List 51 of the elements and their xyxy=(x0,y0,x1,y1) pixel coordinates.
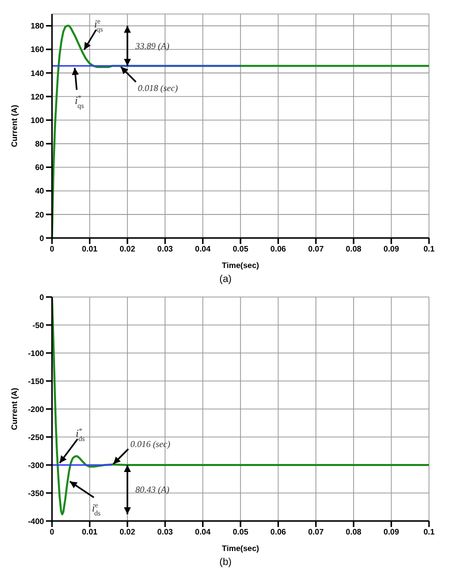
x-tick-label: 0.1 xyxy=(423,528,436,537)
x-tick-label: 0 xyxy=(50,244,55,254)
y-tick-label: 120 xyxy=(30,92,45,102)
y-tick-label: 0 xyxy=(40,292,45,302)
x-tick-label: 0.02 xyxy=(120,528,136,537)
y-tick-label: -350 xyxy=(28,488,45,498)
y-tick-label: 60 xyxy=(35,163,45,172)
y-tick-label: -250 xyxy=(28,432,45,442)
y-tick-label: -200 xyxy=(28,404,45,414)
x-tick-label: 0.01 xyxy=(82,244,98,254)
annotation: 0.016 (sec) xyxy=(130,439,170,449)
x-tick-label: 0.09 xyxy=(384,244,400,254)
x-tick-label: 0.07 xyxy=(308,528,324,537)
y-tick-label: 40 xyxy=(35,186,45,196)
x-tick-label: 0.05 xyxy=(232,244,249,254)
y-tick-label: 0 xyxy=(40,234,45,243)
x-tick-label: 0.01 xyxy=(82,528,98,537)
y-axis-title: Current (A) xyxy=(10,104,19,148)
y-tick-label: 20 xyxy=(35,210,45,220)
annotation: 33.89 (A) xyxy=(134,40,170,51)
annotation: 0.018 (sec) xyxy=(138,82,178,93)
y-tick-label: -400 xyxy=(28,516,45,526)
y-tick-label: 160 xyxy=(30,45,45,54)
y-tick-label: -150 xyxy=(28,376,45,386)
x-tick-label: 0.03 xyxy=(157,244,174,254)
x-tick-label: 0.1 xyxy=(423,244,436,254)
y-tick-label: 80 xyxy=(35,140,45,149)
x-tick-label: 0.09 xyxy=(384,528,400,537)
y-tick-label: -300 xyxy=(28,460,45,470)
annotation: 80.43 (A) xyxy=(135,484,170,495)
y-tick-label: -100 xyxy=(28,348,45,358)
y-tick-label: 140 xyxy=(30,68,45,78)
x-tick-label: 0.05 xyxy=(232,528,249,537)
x-tick-label: 0.07 xyxy=(308,244,324,254)
x-tick-label: 0.06 xyxy=(270,528,287,537)
x-tick-label: 0.06 xyxy=(270,244,287,254)
x-tick-label: 0.02 xyxy=(120,244,136,254)
x-tick-label: 0 xyxy=(50,528,55,537)
x-axis-title: Time(sec) xyxy=(222,544,260,553)
y-axis-title: Current (A) xyxy=(10,388,19,430)
x-axis-title: Time(sec) xyxy=(222,261,260,270)
text: (b) xyxy=(218,557,233,568)
x-tick-label: 0.03 xyxy=(157,528,174,537)
x-tick-label: 0.08 xyxy=(346,528,362,537)
text: (a) xyxy=(218,274,233,285)
x-tick-label: 0.04 xyxy=(195,528,212,537)
y-tick-label: 100 xyxy=(30,116,45,125)
y-tick-label: -50 xyxy=(32,320,45,330)
x-tick-label: 0.08 xyxy=(346,244,362,254)
x-tick-label: 0.04 xyxy=(195,244,212,254)
y-tick-label: 180 xyxy=(30,22,45,31)
